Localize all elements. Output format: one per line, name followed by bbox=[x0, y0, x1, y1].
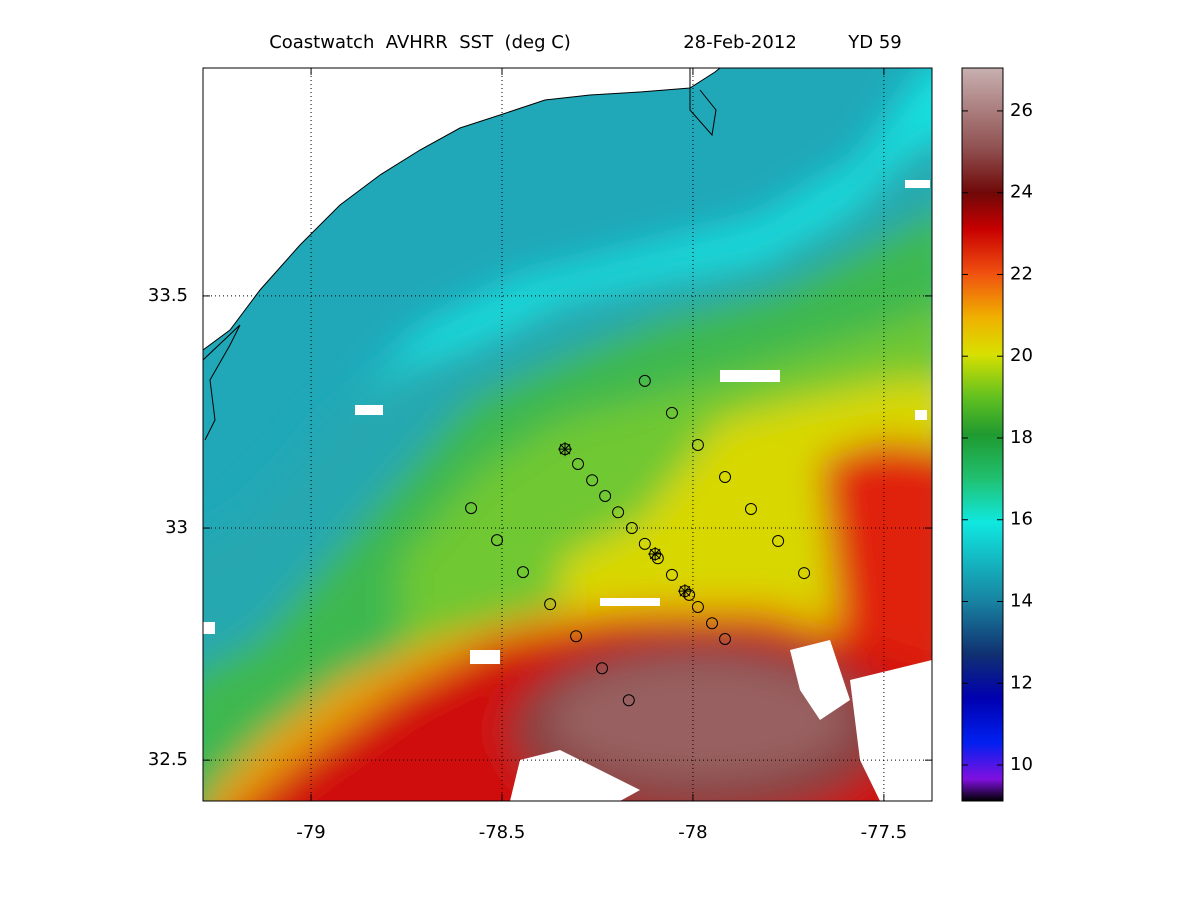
station bbox=[772, 535, 785, 548]
x-tick-label: -77.5 bbox=[861, 822, 908, 843]
station bbox=[719, 632, 732, 645]
x-tick-label: -78 bbox=[678, 822, 707, 843]
station bbox=[491, 534, 504, 547]
station bbox=[638, 374, 651, 387]
station bbox=[465, 502, 478, 515]
colorbar-tick-label: 10 bbox=[1010, 754, 1033, 775]
station bbox=[622, 694, 635, 707]
colorbar bbox=[961, 67, 1004, 802]
x-tick-label: -79 bbox=[296, 822, 325, 843]
y-tick-label: 32.5 bbox=[148, 749, 188, 770]
station bbox=[651, 552, 664, 565]
colorbar-tick-label: 12 bbox=[1010, 672, 1033, 693]
station bbox=[719, 470, 732, 483]
sst-field bbox=[203, 68, 932, 801]
colorbar-tick-label: 24 bbox=[1010, 182, 1033, 203]
cast-station bbox=[648, 547, 663, 562]
station bbox=[572, 457, 585, 470]
station bbox=[612, 506, 625, 519]
date: 28-Feb-2012 bbox=[683, 32, 797, 53]
x-tick-label: -78.5 bbox=[479, 822, 526, 843]
station bbox=[665, 568, 678, 581]
station bbox=[570, 630, 583, 643]
cast-station bbox=[677, 584, 692, 599]
y-tick-label: 33.5 bbox=[148, 285, 188, 306]
colorbar-tick-label: 16 bbox=[1010, 509, 1033, 530]
station bbox=[586, 474, 599, 487]
station bbox=[744, 503, 757, 516]
yearday: YD 59 bbox=[847, 32, 901, 53]
station bbox=[798, 567, 811, 580]
station bbox=[638, 537, 651, 550]
station bbox=[596, 662, 609, 675]
station bbox=[691, 438, 704, 451]
station bbox=[625, 522, 638, 535]
title: Coastwatch AVHRR SST (deg C) bbox=[269, 32, 571, 53]
colorbar-tick-label: 22 bbox=[1010, 263, 1033, 284]
station bbox=[544, 598, 557, 611]
plot-frame bbox=[202, 67, 933, 802]
y-tick-label: 33 bbox=[165, 517, 188, 538]
colorbar-tick-label: 18 bbox=[1010, 427, 1033, 448]
colorbar-tick-label: 14 bbox=[1010, 590, 1033, 611]
station bbox=[599, 490, 612, 503]
station bbox=[691, 600, 704, 613]
cast-station bbox=[558, 442, 573, 457]
station bbox=[683, 588, 696, 601]
colorbar-tick-label: 26 bbox=[1010, 100, 1033, 121]
station bbox=[517, 566, 530, 579]
station bbox=[665, 406, 678, 419]
station bbox=[706, 617, 719, 630]
colorbar-tick-label: 20 bbox=[1010, 345, 1033, 366]
